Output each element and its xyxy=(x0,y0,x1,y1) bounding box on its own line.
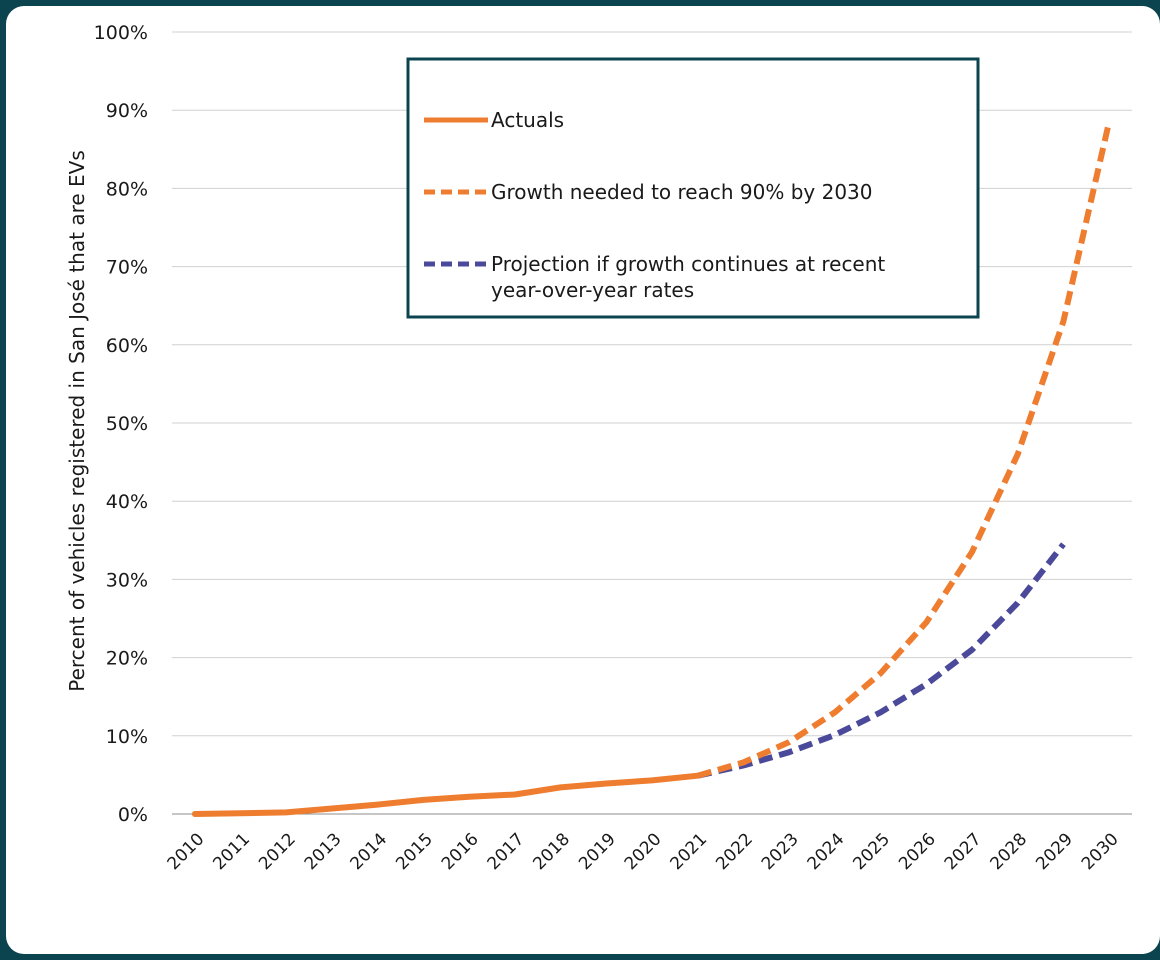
y-tick-label: 100% xyxy=(94,22,148,44)
x-tick-label: 2025 xyxy=(849,829,894,874)
x-tick-label: 2020 xyxy=(621,829,666,874)
x-tick-label: 2010 xyxy=(164,829,209,874)
x-tick-label: 2024 xyxy=(804,829,849,874)
x-tick-label: 2027 xyxy=(941,829,986,874)
x-tick-label: 2026 xyxy=(895,829,940,874)
y-tick-label: 30% xyxy=(106,569,148,591)
y-tick-label: 90% xyxy=(106,100,148,122)
y-axis-title: Percent of vehicles registered in San Jo… xyxy=(65,150,89,692)
x-tick-label: 2016 xyxy=(438,829,483,874)
x-tick-label: 2011 xyxy=(209,829,254,874)
y-tick-label: 10% xyxy=(106,726,148,748)
y-tick-label: 60% xyxy=(106,335,148,357)
x-tick-label: 2018 xyxy=(529,829,574,874)
x-tick-label: 2021 xyxy=(667,829,712,874)
x-axis-tick-labels: 2010 2011 2012 2013 2014 2015 2016 2017 2018 2019… xyxy=(164,829,1123,874)
line-chart: 0%10%20%30%40%50%60%70%80%90%100% 2010 20… xyxy=(65,22,1132,874)
y-tick-label: 40% xyxy=(106,491,148,513)
x-tick-label: 2023 xyxy=(758,829,803,874)
legend-box xyxy=(406,57,980,319)
x-tick-label: 2012 xyxy=(255,829,300,874)
x-tick-label: 2022 xyxy=(712,829,757,874)
legend-label-growth-needed: Growth needed to reach 90% by 2030 xyxy=(491,180,873,204)
legend: Actuals Growth needed to reach 90% by 20… xyxy=(406,57,980,319)
legend-label-projection-line-1: Projection if growth continues at recent xyxy=(491,252,885,276)
series-line-projection xyxy=(697,542,1066,779)
legend-label-actuals: Actuals xyxy=(491,108,564,132)
legend-label-projection: Projection if growth continues at recent… xyxy=(491,252,892,302)
y-tick-label: 80% xyxy=(106,178,148,200)
y-tick-label: 20% xyxy=(106,648,148,670)
series-line-actuals xyxy=(191,772,701,817)
series-line-growth-needed xyxy=(696,121,1113,779)
y-axis-tick-labels: 0% 10% 20% 30% 40% 50% 60% 70% 80% 90% 100% xyxy=(94,22,148,826)
y-tick-label: 70% xyxy=(106,257,148,279)
x-tick-label: 2028 xyxy=(987,829,1032,874)
x-tick-label: 2014 xyxy=(347,829,392,874)
x-tick-label: 2030 xyxy=(1078,829,1123,874)
x-tick-label: 2029 xyxy=(1032,829,1077,874)
legend-label-projection-line-2: year-over-year rates xyxy=(491,278,694,302)
x-tick-label: 2015 xyxy=(392,829,437,874)
x-tick-label: 2013 xyxy=(301,829,346,874)
chart-panel: 0% 10% 20% 30% 40% 50% 60% 70% 80% 90% 100% 2010 20… xyxy=(6,6,1160,954)
x-tick-label: 2019 xyxy=(575,829,620,874)
y-tick-label: 50% xyxy=(106,413,148,435)
y-tick-label: 0% xyxy=(118,804,148,826)
x-tick-label: 2017 xyxy=(484,829,529,874)
series-lines xyxy=(191,121,1113,817)
